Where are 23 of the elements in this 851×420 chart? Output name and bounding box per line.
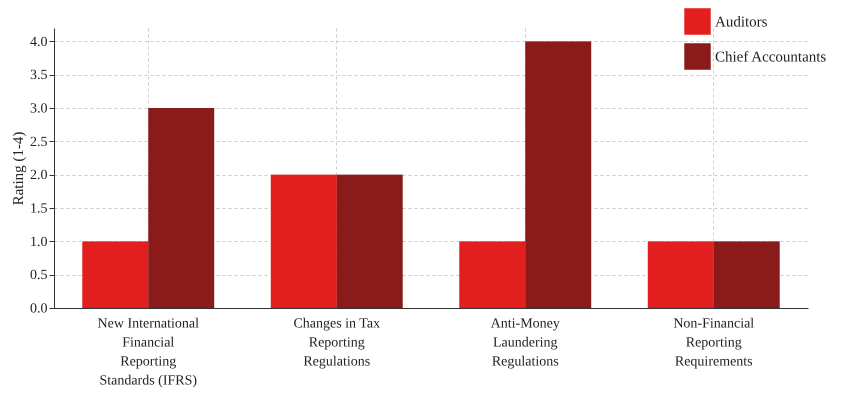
- legend-label: Chief Accountants: [715, 50, 826, 66]
- y-tick-label: 2.0: [30, 168, 48, 184]
- y-axis-title: Rating (1-4): [11, 132, 27, 206]
- bar: [82, 241, 148, 308]
- bar: [459, 241, 526, 308]
- y-tick-label: 3.5: [30, 68, 48, 84]
- y-tick-label: 4.0: [30, 34, 48, 50]
- bar: [148, 108, 214, 308]
- y-tick-label: 1.0: [30, 234, 48, 250]
- y-tick-label: 3.0: [30, 102, 48, 116]
- x-tick-label: Non-Financial Reporting Requirements: [673, 316, 754, 370]
- legend-label: Auditors: [715, 14, 768, 30]
- x-tick-label: Changes in Tax Reporting Regulations: [293, 316, 380, 370]
- y-tick-label: 0.0: [30, 302, 48, 316]
- bar: [525, 41, 592, 308]
- y-tick-label: 2.5: [30, 134, 48, 150]
- y-tick-label: 0.5: [30, 268, 48, 284]
- y-tick-label: 1.5: [30, 202, 48, 216]
- bar: [714, 241, 780, 308]
- bar: [648, 241, 714, 308]
- x-tick-label: Anti-Money Laundering Regulations: [490, 316, 560, 370]
- bar: [336, 174, 403, 308]
- bar: [270, 174, 337, 308]
